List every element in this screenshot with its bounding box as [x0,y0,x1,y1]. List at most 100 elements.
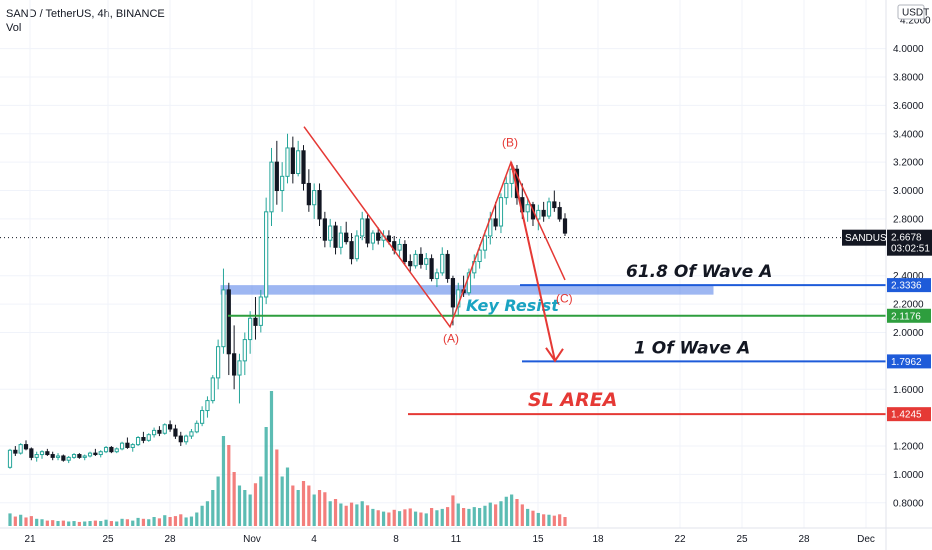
time-tick-label: 25 [736,534,748,545]
volume-bar [248,494,252,526]
time-tick-label: 22 [674,534,686,545]
candle-body [39,451,45,456]
time-tick-label: 8 [393,534,399,545]
volume-bar [339,503,343,526]
volume-bar [344,505,348,526]
candle-body [71,454,77,458]
candle-body [248,317,253,341]
volume-bar [296,490,300,526]
candle-body [45,451,50,456]
volume-bar [563,517,567,526]
volume-bar [125,519,130,526]
volume-bar [200,505,204,526]
price-badge-box [887,278,931,293]
candle-body [29,448,34,458]
volume-bar [13,516,17,526]
candle-body [162,424,167,434]
volume-bar [232,472,236,526]
volume-bar [403,509,407,526]
volume-bar [510,494,514,526]
volume-bar [269,391,274,526]
candle-body [274,161,279,192]
volume-bar [323,492,327,526]
candle-body [541,209,546,217]
projection-arrowhead [545,347,564,363]
volume-bar [99,521,103,526]
candle-body [290,147,295,174]
time-tick-label: 18 [592,534,604,545]
candle-body [397,243,402,251]
candle-body [365,218,370,244]
volume-bar [280,476,284,526]
volume-bar [328,501,332,526]
volume-bar [168,517,172,526]
volume-bar [413,511,418,526]
volume-bar [355,504,359,526]
price-tick-label: 0.8000 [893,498,924,509]
volume-bar [285,467,290,526]
volume-bar [120,518,124,526]
candle-body [189,431,194,437]
candle-body [344,232,349,243]
price-tick-label: 2.0000 [893,328,924,339]
candle-body [253,317,258,326]
candle-body [317,190,322,220]
time-tick-label: 11 [451,534,462,545]
volume-bar [531,510,535,526]
candle-body [482,235,488,251]
candle-body [98,451,103,456]
volume-bar [243,490,247,526]
candle-body [429,258,434,280]
volume-bar [291,485,295,526]
volume-bar [109,521,113,526]
candle-body [216,346,221,379]
candle-body [146,434,151,441]
volume-bar [147,519,151,526]
candle-body [167,424,173,430]
volume-bar [542,514,546,526]
volume-bar [536,512,540,526]
time-tick-label: 28 [164,534,176,545]
price-tick-label: 3.8000 [893,72,924,83]
volume-bar [435,510,439,526]
volume-bar [216,476,220,526]
candle-body [50,454,55,458]
price-tick-label: 2.4000 [893,271,924,282]
volume-bar [67,521,71,526]
volume-bar [408,508,412,526]
volume-bar [387,512,391,526]
symbol-tag-box [842,229,886,246]
time-tick-label: 28 [798,534,810,545]
price-axis[interactable]: 4.0000 3.8000 3.6000 3.4000 3.2000 3.0000 2.80… [885,0,931,550]
candle-body [18,444,23,454]
candle-body [504,182,509,199]
volume-bar [515,499,519,526]
volume-bar [211,490,215,526]
candle-body [450,278,456,308]
volume-bar [195,512,199,526]
time-axis[interactable]: 21 25 28 Nov 4 8 11 15 18 22 25 28 Dec [0,527,932,545]
volume-bar [552,515,556,526]
level-label-wave-a-618: 61.8 Of Wave A [626,262,772,282]
price-tick-label: 3.6000 [893,101,924,112]
candle-body [178,435,183,443]
candle-body [328,225,333,241]
volume-bar [494,504,498,526]
volume-bar [526,508,530,526]
candle-body [13,449,18,454]
candle-body [237,360,242,376]
candle-body [370,232,375,244]
volume-bar [275,449,279,526]
volume-bar [189,516,194,526]
candle-body [210,377,215,402]
volume-bar [56,521,60,526]
price-tick-label: 1.0000 [893,470,924,481]
currency-badge-box [897,4,925,20]
volume-bar [312,494,316,526]
volume-bar [467,508,471,526]
wave-label-c: (C) [556,292,573,306]
candle-body [125,442,130,448]
volume-bar [115,521,119,526]
volume-bar [93,520,97,526]
